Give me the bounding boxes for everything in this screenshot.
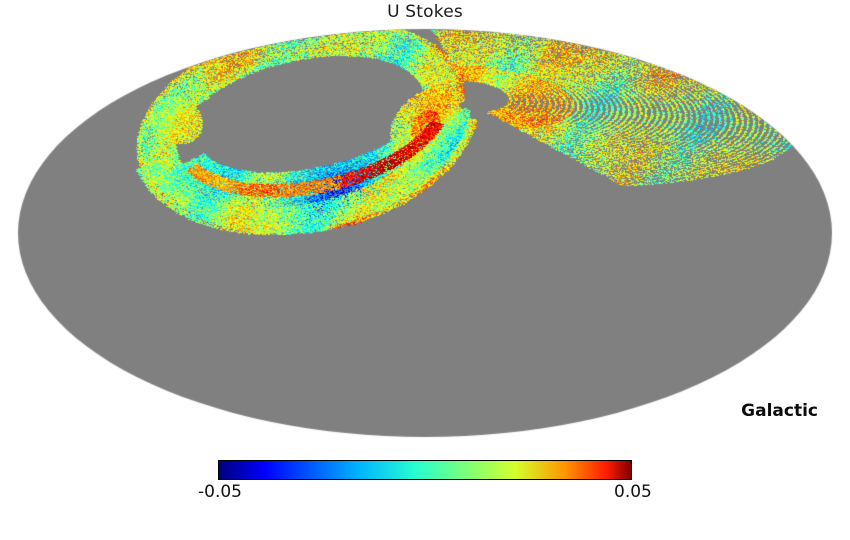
- colorbar-max-tick-label: 0.05: [614, 482, 652, 502]
- coordinate-system-label: Galactic: [741, 401, 818, 421]
- colorbar: [218, 460, 632, 480]
- colorbar-gradient: [218, 460, 632, 480]
- colorbar-min-tick-label: -0.05: [198, 482, 242, 502]
